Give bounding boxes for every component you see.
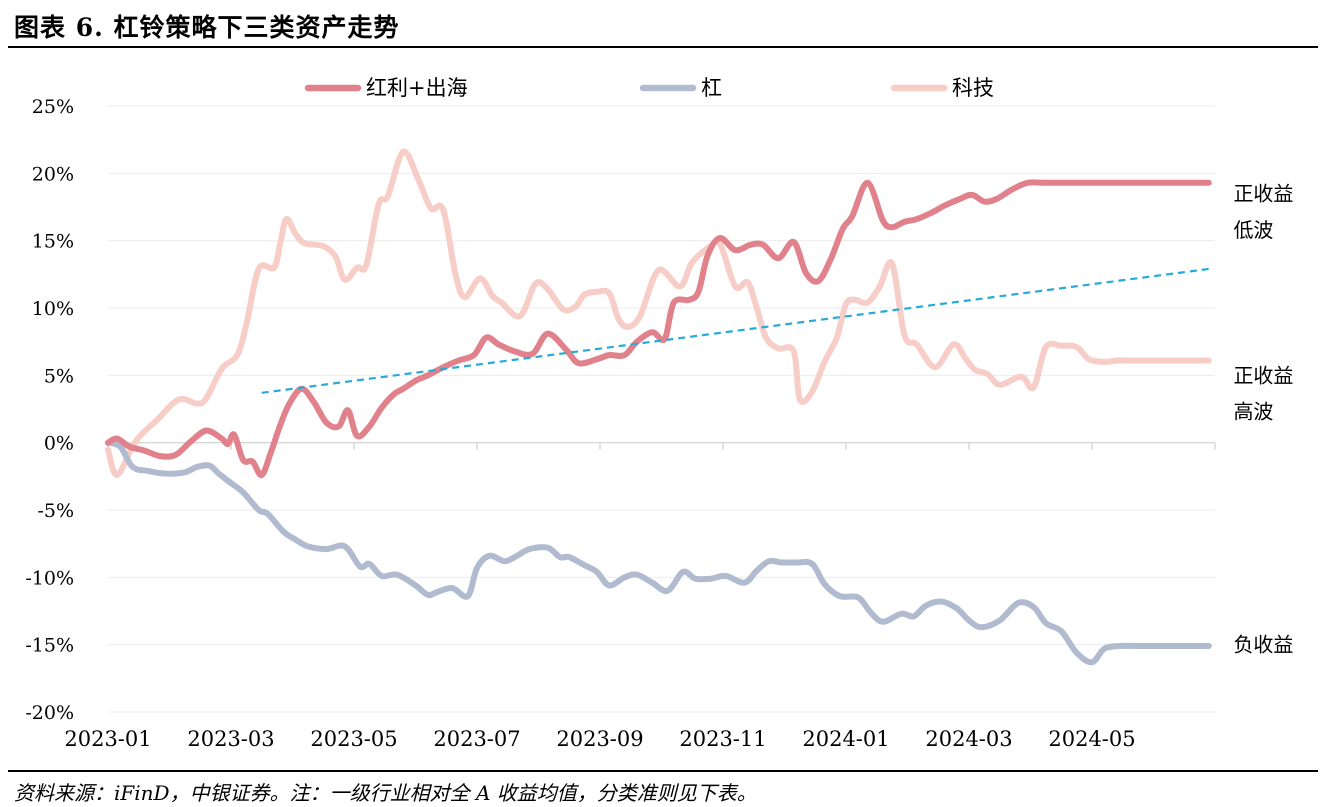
y-tick-label: 10%	[32, 298, 74, 320]
trend-line-group	[261, 267, 1209, 394]
trend-line	[261, 267, 1209, 394]
legend: 红利+出海 杠 科技	[304, 76, 994, 100]
source-note: 资料来源：iFinD，中银证券。注：一级行业相对全 A 收益均值，分类准则见下表…	[14, 781, 757, 805]
x-tick-label: 2023-03	[187, 727, 274, 751]
x-tick-label: 2024-01	[802, 727, 889, 751]
legend-label: 红利+出海	[366, 76, 468, 100]
y-axis-ticks: 25% 20% 15% 10% 5% 0% -5% -10% -15% -20%	[25, 96, 74, 724]
x-axis-ticks: 2023-01 2023-03 2023-05 2023-07 2023-09 2023-…	[64, 727, 1135, 751]
title-rule	[8, 46, 1318, 48]
x-tick-label: 2023-11	[679, 727, 766, 751]
legend-entry-barbell: 杠	[639, 76, 722, 100]
annotation-label: 负收益	[1233, 633, 1293, 657]
x-tick-label: 2024-03	[925, 727, 1012, 751]
annotation-label: 高波	[1233, 400, 1273, 424]
chart-title: 图表 6. 杠铃策略下三类资产走势	[14, 13, 400, 42]
legend-entry-tech: 科技	[890, 76, 994, 100]
series-line-tech	[105, 148, 1212, 478]
series-line-dividend-overseas	[105, 179, 1212, 479]
annotation-label: 正收益	[1233, 363, 1293, 387]
y-tick-label: 15%	[32, 231, 74, 253]
annotation-label: 低波	[1233, 218, 1273, 242]
y-tick-label: 5%	[44, 365, 74, 387]
y-tick-label: 0%	[44, 433, 74, 455]
y-tick-label: -5%	[37, 500, 74, 522]
footer-rule	[8, 770, 1318, 772]
series-line-barbell	[105, 439, 1212, 666]
y-tick-label: -15%	[25, 635, 74, 657]
x-tick-label: 2023-07	[433, 727, 520, 751]
y-tick-label: 25%	[32, 96, 74, 118]
grid-lines	[108, 105, 1215, 713]
series-lines	[105, 148, 1212, 666]
x-tick-label: 2023-01	[64, 727, 151, 751]
legend-label: 科技	[952, 76, 994, 100]
y-tick-label: 20%	[32, 163, 74, 185]
y-tick-label: -20%	[25, 702, 74, 724]
legend-entry-dividend-overseas: 红利+出海	[304, 76, 468, 100]
x-tick-label: 2023-09	[556, 727, 643, 751]
annotation-label: 正收益	[1233, 182, 1293, 206]
x-tick-label: 2024-05	[1048, 727, 1135, 751]
legend-label: 杠	[701, 76, 722, 100]
y-tick-label: -10%	[25, 567, 74, 589]
x-tick-label: 2023-05	[310, 727, 397, 751]
